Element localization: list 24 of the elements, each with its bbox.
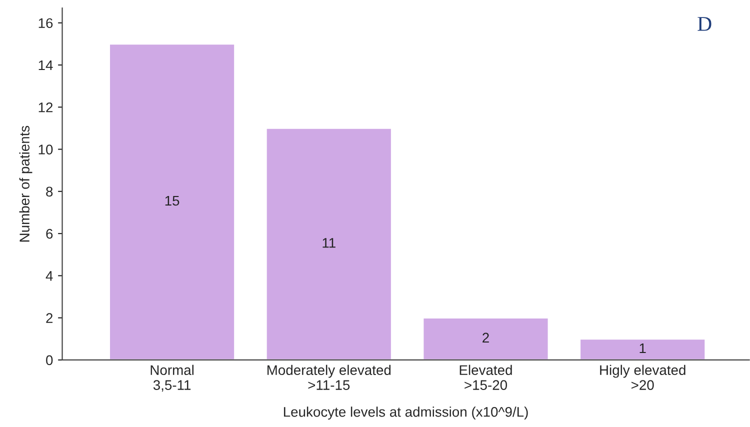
y-tick-label: 4	[46, 271, 53, 281]
y-tick-label: 0	[46, 355, 53, 366]
x-tick-label: Higly elevated >20	[600, 364, 686, 390]
data-label: 1	[640, 343, 646, 354]
data-label: 2	[482, 332, 489, 342]
y-tick-label: 10	[38, 144, 53, 154]
data-label: 11	[322, 238, 336, 248]
y-tick-label: 14	[38, 60, 53, 70]
bar	[108, 43, 236, 360]
annotation: D	[698, 17, 712, 31]
y-tick-label: 6	[46, 228, 53, 239]
y-tick-label: 16	[38, 18, 53, 28]
y-axis-title: Number of patients	[19, 126, 32, 242]
y-tick-label: 2	[46, 313, 53, 323]
y-tick-label: 12	[38, 102, 53, 112]
data-label: 15	[165, 196, 180, 206]
y-tick-label: 8	[46, 186, 53, 197]
x-tick-label: Normal 3,5-11	[150, 364, 194, 392]
bar	[579, 338, 706, 360]
x-tick-label: Moderately elevated >11-15	[268, 364, 391, 390]
bar	[265, 128, 392, 360]
x-axis-title: Leukocyte levels at admission (x10^9/L)	[284, 406, 528, 420]
x-tick-label: Elevated >15-20	[460, 364, 512, 390]
bar	[422, 317, 550, 360]
